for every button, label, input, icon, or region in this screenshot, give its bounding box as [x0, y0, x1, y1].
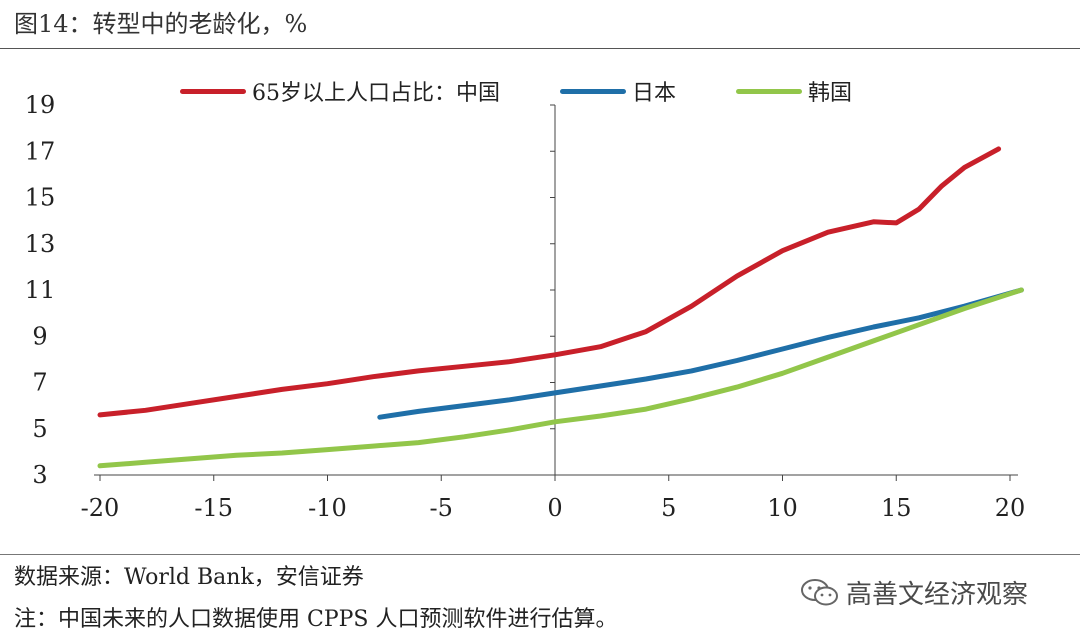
- x-tick-label: 20: [995, 494, 1026, 522]
- legend-swatch-korea: [736, 88, 803, 94]
- footnote: 注：中国未来的人口数据使用 CPPS 人口预测软件进行估算。: [14, 607, 618, 632]
- y-tick-label: 11: [25, 276, 56, 304]
- legend-item-japan: 日本: [560, 75, 676, 107]
- watermark: 高善文经济观察: [800, 574, 1028, 611]
- series-line-china: [97, 146, 1002, 418]
- y-tick-label: 5: [32, 415, 47, 443]
- source-note: 数据来源：World Bank，安信证券: [14, 565, 364, 590]
- footer-divider: [0, 554, 1080, 555]
- x-tick-label: 10: [767, 494, 798, 522]
- x-tick-label: -20: [81, 494, 120, 522]
- x-tick-label: 15: [881, 494, 912, 522]
- y-tick-label: 15: [25, 184, 56, 212]
- x-tick-label: -5: [430, 494, 453, 522]
- series-line-korea: [97, 287, 1024, 469]
- legend-swatch-china: [180, 88, 246, 94]
- y-tick-label: 3: [32, 461, 47, 489]
- legend-item-china: 65岁以上人口占比：中国: [180, 75, 500, 107]
- legend-label-china: 65岁以上人口占比：中国: [252, 81, 500, 106]
- figure-title: 图14：转型中的老龄化，%: [14, 10, 308, 38]
- legend-swatch-japan: [560, 88, 626, 94]
- y-tick-label: 9: [32, 322, 47, 350]
- watermark-text: 高善文经济观察: [846, 580, 1029, 610]
- y-tick-label: 7: [32, 369, 47, 397]
- y-tick-label: 17: [25, 137, 56, 165]
- chart-legend: 65岁以上人口占比：中国 日本 韩国: [180, 74, 852, 108]
- y-tick-label: 19: [25, 91, 56, 119]
- legend-label-japan: 日本: [632, 81, 677, 106]
- series-line-japan: [377, 287, 1024, 420]
- x-tick-label: 0: [547, 494, 562, 522]
- x-tick-label: 5: [661, 494, 676, 522]
- wechat-icon: [801, 578, 838, 605]
- line-chart: 3 5 7 9 11 13 15 17 19 -20 -15 -10 -5 0 5 10 15 20: [25, 91, 1026, 522]
- legend-label-korea: 韩国: [808, 81, 853, 106]
- legend-item-korea: 韩国: [736, 75, 852, 107]
- y-tick-label: 13: [25, 230, 56, 258]
- x-tick-label: -15: [194, 494, 233, 522]
- title-divider: [0, 48, 1080, 49]
- x-tick-label: -10: [308, 494, 347, 522]
